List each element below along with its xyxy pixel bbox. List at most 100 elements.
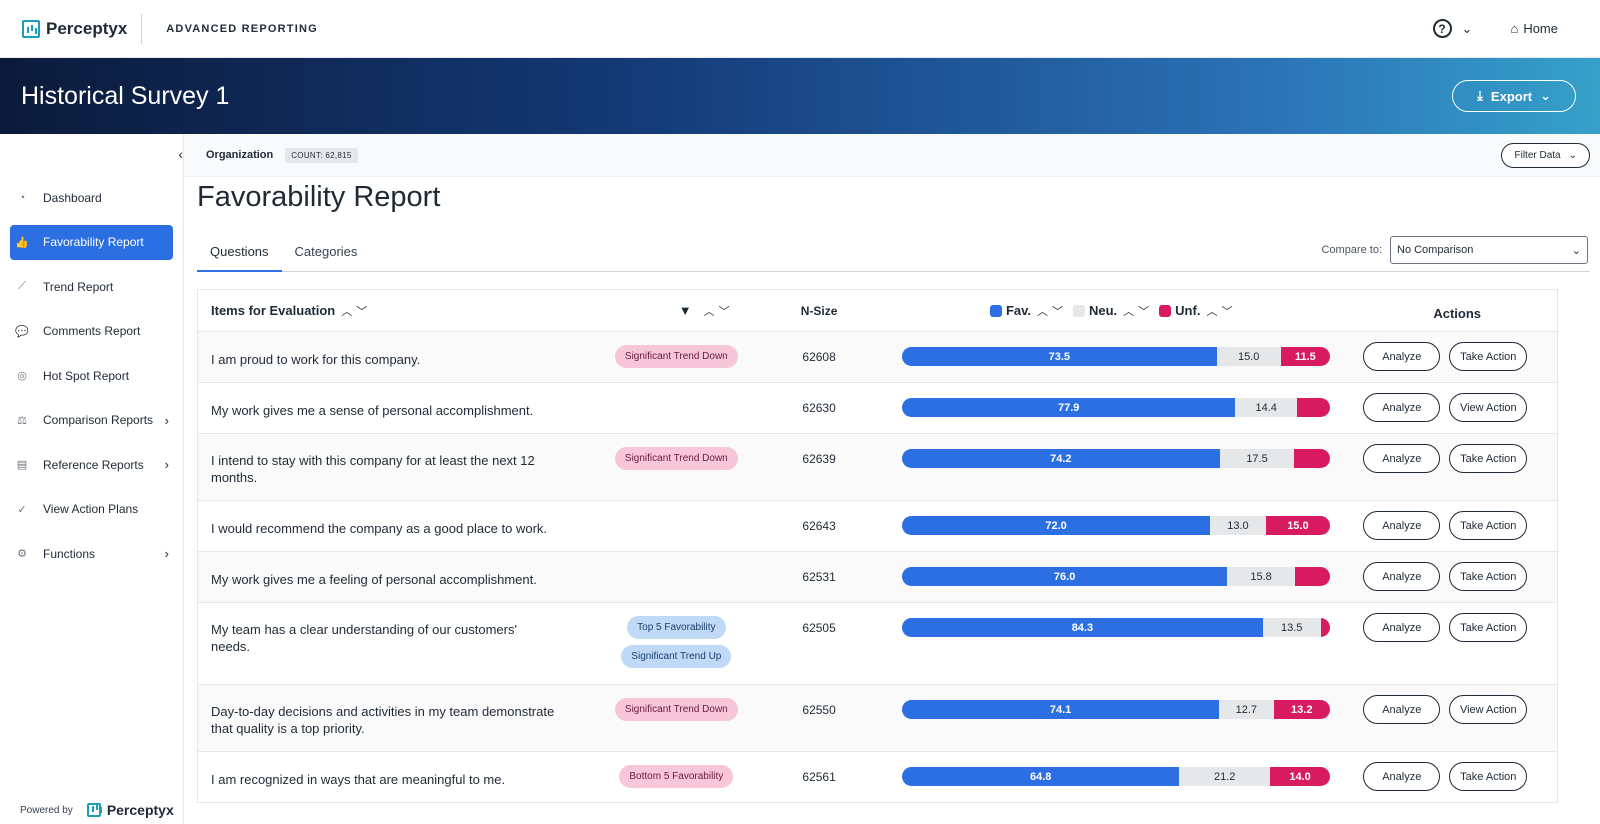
page-title: Favorability Report [197, 181, 441, 213]
take-action-button[interactable]: Take Action [1449, 342, 1528, 371]
table-row: My team has a clear understanding of our… [198, 603, 1557, 685]
export-button[interactable]: ⤓ Export ⌄ [1452, 80, 1576, 112]
analyze-button[interactable]: Analyze [1363, 342, 1441, 371]
item-tags: Bottom 5 Favorability [597, 752, 755, 788]
org-bar: Organization COUNT: 62,815 Filter Data ⌄ [184, 134, 1600, 177]
sidebar-item-favorability-report[interactable]: 👍 Favorability Report [10, 224, 173, 260]
collapse-sidebar-icon[interactable]: ‹ [178, 146, 183, 162]
neu-segment: 13.5 [1262, 618, 1321, 637]
stacked-bar[interactable]: 76.0 15.8 [902, 567, 1330, 586]
analyze-button[interactable]: Analyze [1363, 444, 1441, 473]
neu-segment: 15.8 [1227, 567, 1295, 586]
fav-legend-icon [989, 304, 1002, 317]
sidebar-nav: ◔ Dashboard 👍 Favorability Report ⟋ Trend Rep… [0, 180, 183, 571]
bar-chart-icon: ▤ [16, 459, 28, 471]
item-nsize: 62550 [802, 703, 836, 717]
header-unf[interactable]: Unf. [1175, 303, 1201, 318]
sidebar-item-functions[interactable]: ⚙ Functions › [10, 536, 173, 571]
neu-segment: 12.7 [1219, 700, 1274, 719]
sidebar-item-reference-reports[interactable]: ▤ Reference Reports › [10, 447, 173, 482]
analyze-button[interactable]: Analyze [1363, 762, 1441, 791]
help-icon: ? [1432, 19, 1452, 38]
sort-icon[interactable]: ︿﹀ [1037, 305, 1067, 318]
sidebar-item-dashboard[interactable]: ◔ Dashboard [10, 180, 173, 215]
unf-segment [1297, 398, 1330, 417]
item-nsize: 62639 [802, 452, 836, 466]
header-filter[interactable]: ▼ ︿﹀ [597, 303, 755, 319]
sidebar-item-comments-report[interactable]: 💬 Comments Report [10, 314, 173, 349]
sidebar: ‹ ◔ Dashboard 👍 Favorability Report ⟋ Trend R… [0, 134, 184, 824]
item-tags: Significant Trend Down [597, 332, 755, 368]
item-nsize: 62643 [802, 519, 836, 533]
take-action-button[interactable]: Take Action [1449, 444, 1528, 473]
org-label: Organization [206, 149, 274, 161]
stacked-bar[interactable]: 77.9 14.4 [902, 398, 1330, 417]
take-action-button[interactable]: Take Action [1449, 562, 1528, 591]
item-tags: Top 5 Favorability Significant Trend Up [597, 603, 755, 668]
view-action-button[interactable]: View Action [1449, 393, 1528, 422]
item-text: I would recommend the company as a good … [211, 521, 548, 536]
sidebar-item-label: Favorability Report [43, 235, 144, 249]
analyze-button[interactable]: Analyze [1363, 695, 1441, 724]
download-icon: ⤓ [1477, 88, 1483, 103]
sort-icon[interactable]: ︿﹀ [703, 305, 734, 318]
filter-icon[interactable]: ▼ [678, 303, 692, 318]
header-neu[interactable]: Neu. [1089, 303, 1118, 318]
header-nsize[interactable]: N-Size [800, 303, 838, 318]
unf-legend-icon [1159, 304, 1172, 317]
item-nsize: 62505 [802, 621, 836, 635]
stacked-bar[interactable]: 74.1 12.7 13.2 [902, 700, 1330, 719]
stacked-bar[interactable]: 74.2 17.5 [902, 449, 1330, 468]
line-chart-icon: ⟋ [18, 280, 26, 292]
export-label: Export [1490, 88, 1533, 104]
take-action-button[interactable]: Take Action [1449, 762, 1528, 791]
neu-segment: 21.2 [1179, 767, 1271, 786]
stacked-bar[interactable]: 72.0 13.0 15.0 [902, 516, 1330, 535]
analyze-button[interactable]: Analyze [1363, 562, 1441, 591]
sort-icon[interactable]: ︿﹀ [341, 305, 372, 318]
take-action-button[interactable]: Take Action [1449, 613, 1528, 642]
sidebar-item-view-action-plans[interactable]: ✓ View Action Plans [10, 492, 173, 527]
take-action-button[interactable]: Take Action [1449, 511, 1528, 540]
header-items[interactable]: Items for Evaluation ︿﹀ [198, 303, 597, 319]
thumbs-up-icon: 👍 [15, 236, 29, 249]
analyze-button[interactable]: Analyze [1363, 393, 1441, 422]
sidebar-item-label: Functions [43, 546, 96, 561]
table-row: My work gives me a sense of personal acc… [198, 383, 1557, 434]
view-action-button[interactable]: View Action [1449, 695, 1528, 724]
header-fav[interactable]: Fav. [1005, 303, 1031, 318]
stacked-bar[interactable]: 84.3 13.5 [902, 618, 1330, 637]
item-text: Day-to-day decisions and activities in m… [211, 704, 555, 736]
sidebar-item-hot-spot-report[interactable]: ◎ Hot Spot Report [10, 358, 173, 393]
scale-icon: ⚖ [17, 414, 27, 427]
gauge-icon: ◔ [18, 191, 26, 204]
help-menu[interactable]: ? ⌄ [1432, 19, 1472, 38]
stacked-bar[interactable]: 73.5 15.0 11.5 [902, 347, 1330, 366]
sort-icon[interactable]: ︿﹀ [1206, 305, 1237, 318]
analyze-button[interactable]: Analyze [1363, 511, 1441, 540]
gear-icon: ⚙ [17, 548, 27, 560]
home-link[interactable]: ⌂ Home [1510, 21, 1558, 36]
status-badge: Significant Trend Down [614, 698, 738, 721]
tab-questions[interactable]: Questions [197, 237, 282, 272]
item-actions: Analyze Take Action [1337, 434, 1557, 473]
perceptyx-logo[interactable]: Perceptyx [22, 19, 127, 39]
sidebar-item-trend-report[interactable]: ⟋ Trend Report [10, 269, 173, 304]
sort-icon[interactable]: ︿﹀ [1123, 305, 1154, 318]
stacked-bar[interactable]: 64.8 21.2 14.0 [902, 767, 1330, 786]
logo-icon [22, 19, 40, 38]
survey-banner: Historical Survey 1 ⤓ Export ⌄ [0, 58, 1600, 134]
item-score-bar: 76.0 15.8 [883, 552, 1337, 586]
main-content: Organization COUNT: 62,815 Filter Data ⌄… [184, 134, 1600, 824]
sidebar-item-comparison-reports[interactable]: ⚖ Comparison Reports › [10, 403, 173, 438]
header-items-label: Items for Evaluation [211, 303, 336, 318]
unf-segment [1294, 567, 1330, 586]
compare-label: Compare to: [1321, 244, 1382, 256]
tab-categories[interactable]: Categories [294, 244, 358, 259]
analyze-button[interactable]: Analyze [1363, 613, 1441, 642]
neu-legend-icon [1073, 304, 1085, 317]
compare-select[interactable]: No Comparison ⌄ [1390, 236, 1588, 264]
unf-segment: 11.5 [1280, 347, 1330, 366]
filter-data-button[interactable]: Filter Data ⌄ [1501, 142, 1590, 168]
chevron-right-icon: › [164, 546, 169, 561]
